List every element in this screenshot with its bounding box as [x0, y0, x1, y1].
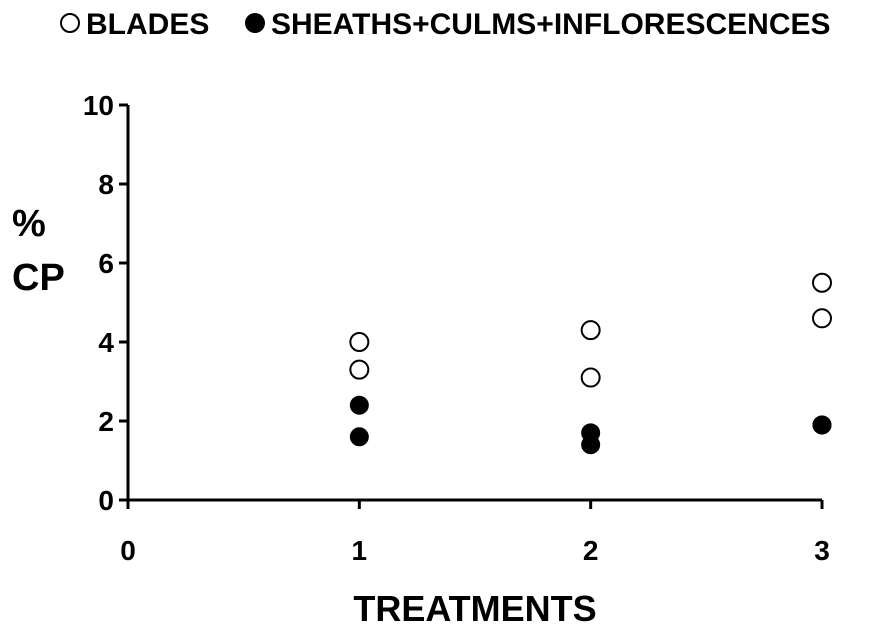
y-ticks: 0 2 4 6 8 10 [83, 90, 128, 516]
x-tick-label: 0 [120, 535, 136, 566]
y-tick-label: 2 [98, 406, 114, 437]
y-tick-label: 0 [98, 485, 114, 516]
y-tick-label: 10 [83, 90, 114, 121]
point-blades [812, 272, 832, 293]
legend-marker-blades [60, 13, 80, 33]
point-sheaths [581, 435, 601, 455]
x-tick-label: 1 [352, 535, 368, 566]
point-blades [580, 320, 601, 341]
y-tick-label: 4 [98, 327, 114, 358]
x-tick-label: 3 [814, 535, 830, 566]
point-sheaths [812, 415, 832, 435]
data-points [349, 272, 832, 455]
legend-label-sheaths: SHEATHS+CULMS+INFLORESCENCES [271, 8, 831, 41]
point-blades [812, 308, 832, 329]
y-axis-label-line1: % [12, 203, 46, 245]
point-blades [349, 332, 370, 352]
y-tick-label: 6 [98, 248, 114, 279]
y-axis-label-line2: CP [12, 257, 65, 299]
y-tick-label: 8 [98, 169, 114, 200]
point-blades [349, 359, 370, 380]
x-axis-label: TREATMENTS [353, 588, 596, 629]
point-sheaths [349, 427, 369, 447]
legend: BLADES SHEATHS+CULMS+INFLORESCENCES [60, 8, 831, 41]
point-blades [580, 367, 601, 388]
x-ticks: 0 1 2 3 [120, 500, 830, 566]
legend-label-blades: BLADES [86, 8, 209, 41]
x-tick-label: 2 [583, 535, 599, 566]
legend-marker-sheaths [245, 13, 265, 33]
point-sheaths [349, 395, 369, 415]
